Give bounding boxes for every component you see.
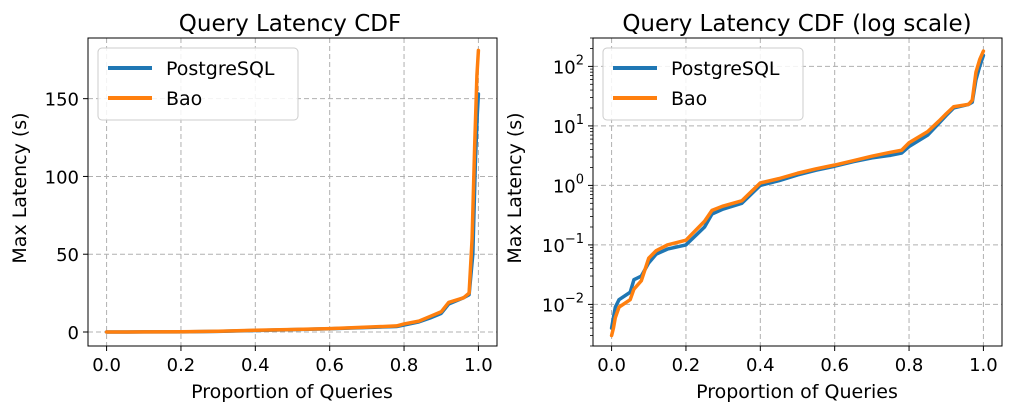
series-line-bao [104, 48, 481, 334]
legend-label-bao: Bao [166, 88, 202, 110]
y-axis-label: Max Latency (s) [504, 112, 526, 263]
chart-log: Query Latency CDF (log scale) Proportion… [504, 11, 1003, 403]
legend-label-postgresql: PostgreSQL [671, 58, 780, 80]
chart-linear: Query Latency CDF Proportion of Queries … [9, 11, 498, 403]
y-tick-label: 10−1 [542, 232, 584, 257]
x-tick-label: 0.2 [672, 355, 701, 376]
x-axis-label: Proportion of Queries [191, 381, 393, 403]
x-tick-label: 0.0 [597, 355, 626, 376]
plot-frame [87, 37, 498, 347]
x-tick-label: 1.0 [969, 355, 998, 376]
y-tick-label: 50 [56, 245, 79, 266]
y-tick-label: 0 [68, 323, 79, 344]
y-tick-label: 150 [45, 90, 79, 111]
x-tick-label: 0.6 [820, 355, 849, 376]
x-tick-label: 0.2 [167, 355, 196, 376]
y-tick-label: 100 [553, 172, 584, 197]
x-tick-label: 0.4 [241, 355, 270, 376]
x-tick-label: 0.8 [390, 355, 419, 376]
x-tick-label: 0.4 [746, 355, 775, 376]
chart-title: Query Latency CDF (log scale) [622, 11, 971, 37]
x-tick-label: 1.0 [464, 355, 493, 376]
series-line-postgresql [104, 92, 481, 334]
plot-frame [592, 37, 1003, 347]
y-axis-label: Max Latency (s) [9, 112, 31, 263]
x-tick-label: 0.6 [315, 355, 344, 376]
y-tick-label: 10−2 [542, 291, 584, 316]
legend: PostgreSQL Bao [97, 47, 299, 121]
y-tick-label: 102 [553, 53, 584, 78]
x-tick-label: 0.8 [895, 355, 924, 376]
legend-label-postgresql: PostgreSQL [166, 58, 275, 80]
chart-title: Query Latency CDF [179, 11, 401, 37]
x-axis-label: Proportion of Queries [696, 381, 898, 403]
x-tick-label: 0.0 [92, 355, 121, 376]
legend: PostgreSQL Bao [602, 47, 804, 121]
y-tick-label: 101 [553, 113, 584, 138]
legend-label-bao: Bao [671, 88, 707, 110]
y-tick-label: 100 [45, 167, 79, 188]
series-line-bao [609, 49, 986, 338]
